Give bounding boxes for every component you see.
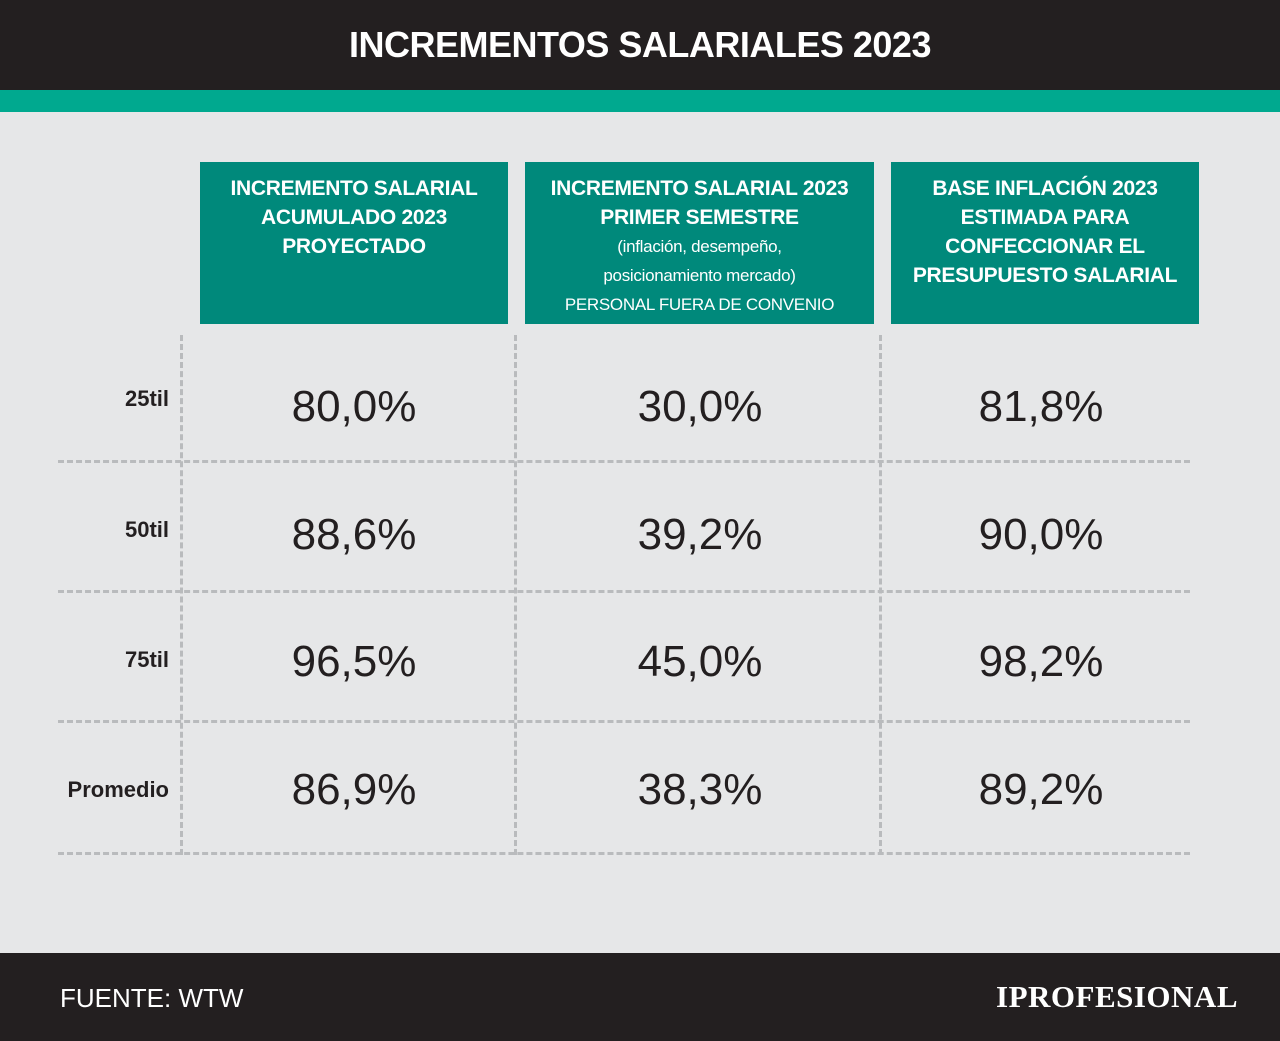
- column-header-line: CONFECCIONAR EL: [945, 235, 1145, 258]
- grid-vertical-line: [879, 335, 882, 855]
- column-header-line: INCREMENTO SALARIAL: [230, 177, 478, 200]
- table-cell: 80,0%: [291, 382, 417, 431]
- table-cell: 45,0%: [637, 637, 763, 686]
- table-cell: 86,9%: [291, 765, 417, 814]
- source-note: FUENTE: WTW: [60, 983, 244, 1013]
- table-cell: 81,8%: [978, 382, 1104, 431]
- table-cell: 39,2%: [637, 510, 763, 559]
- grid-horizontal-line: [58, 720, 1190, 723]
- column-header-line: BASE INFLACIÓN 2023: [932, 177, 1158, 200]
- column-header-line: PROYECTADO: [282, 235, 426, 258]
- row-label-50til: 50til: [124, 517, 169, 542]
- grid-horizontal-line: [58, 590, 1190, 593]
- header-bar: INCREMENTOS SALARIALES 2023: [0, 0, 1280, 90]
- grid-vertical-line: [180, 335, 183, 855]
- column-header-subline: PERSONAL FUERA DE CONVENIO: [564, 295, 835, 314]
- grid-vertical-line: [514, 335, 517, 855]
- column-header-line: PRIMER SEMESTRE: [600, 206, 799, 229]
- page-title: INCREMENTOS SALARIALES 2023: [349, 24, 931, 65]
- footer-bar: FUENTE: WTW IPROFESIONAL: [0, 953, 1280, 1041]
- grid-horizontal-line: [58, 852, 1190, 855]
- table-cell: 88,6%: [291, 510, 417, 559]
- column-header-line: ACUMULADO 2023: [261, 206, 447, 229]
- row-label-25til: 25til: [124, 386, 169, 411]
- brand-logo: IPROFESIONAL: [996, 979, 1238, 1014]
- accent-stripe: [0, 90, 1280, 112]
- table-cell: 98,2%: [978, 637, 1104, 686]
- column-header-line: INCREMENTO SALARIAL 2023: [550, 177, 849, 200]
- table-cell: 30,0%: [637, 382, 763, 431]
- column-header-line: PRESUPUESTO SALARIAL: [912, 264, 1178, 287]
- table-cell: 38,3%: [637, 765, 763, 814]
- column-header-subline: posicionamiento mercado): [603, 266, 796, 285]
- table-cell: 96,5%: [291, 637, 417, 686]
- column-header-inflation-base: BASE INFLACIÓN 2023 ESTIMADA PARA CONFEC…: [891, 162, 1199, 324]
- row-label-75til: 75til: [124, 647, 169, 672]
- table-cell: 89,2%: [978, 765, 1104, 814]
- table-cell: 90,0%: [978, 510, 1104, 559]
- grid-horizontal-line: [58, 460, 1190, 463]
- row-label-promedio: Promedio: [67, 777, 169, 802]
- column-header-accumulated: INCREMENTO SALARIAL ACUMULADO 2023 PROYE…: [200, 162, 508, 324]
- column-header-first-semester: INCREMENTO SALARIAL 2023 PRIMER SEMESTRE…: [525, 162, 874, 324]
- column-header-line: ESTIMADA PARA: [960, 206, 1130, 229]
- column-header-subline: (inflación, desempeño,: [617, 237, 782, 256]
